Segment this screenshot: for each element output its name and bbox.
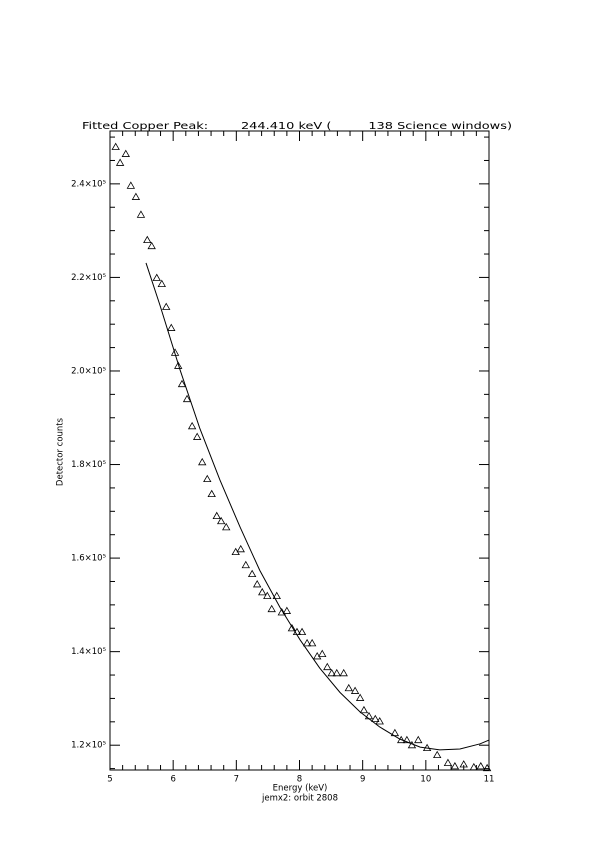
data-point: [344, 683, 353, 692]
data-point: [198, 457, 207, 466]
data-point: [203, 474, 212, 483]
data-point: [136, 210, 146, 218]
data-point: [177, 379, 187, 388]
data-point: [162, 302, 171, 310]
data-point: [282, 606, 292, 614]
data-point: [355, 693, 365, 701]
data-point: [350, 686, 360, 694]
data-point: [482, 763, 492, 772]
data-point: [216, 516, 226, 525]
data-point: [375, 717, 384, 725]
data-point: [272, 591, 281, 600]
x-tick-label: 5: [107, 775, 112, 785]
data-point: [476, 761, 485, 770]
data-point: [236, 544, 245, 553]
y-tick-label: 2.0×10⁵: [71, 366, 106, 376]
x-tick-label: 10: [420, 775, 431, 785]
data-point: [297, 627, 307, 636]
data-point: [302, 638, 312, 647]
data-point: [152, 273, 161, 281]
chart-title: Fitted Copper Peak: 244.410 keV ( 138 Sc…: [82, 121, 512, 132]
x-tick-label: 9: [360, 775, 365, 785]
x-tick-label: 7: [234, 775, 239, 785]
data-point: [258, 587, 267, 596]
data-point: [433, 750, 442, 759]
data-point: [339, 668, 348, 677]
data-point: [252, 579, 262, 588]
y-tick-label: 1.6×10⁵: [71, 554, 106, 564]
data-point: [167, 323, 176, 331]
data-point: [307, 638, 317, 647]
y-tick-label: 2.4×10⁵: [71, 179, 106, 189]
data-point: [287, 623, 297, 632]
data-point: [157, 279, 166, 287]
data-point: [131, 192, 141, 200]
y-tick-label: 2.2×10⁵: [71, 273, 106, 283]
data-point: [182, 394, 192, 403]
data-point: [359, 705, 369, 714]
data-point: [327, 668, 336, 677]
data-point: [111, 142, 120, 150]
x-tick-label: 11: [484, 775, 495, 785]
data-point: [469, 762, 479, 771]
data-point: [332, 668, 341, 677]
data-point: [267, 604, 276, 613]
fit-line: [145, 262, 490, 751]
y-tick-label: 1.8×10⁵: [71, 460, 106, 470]
data-point: [318, 649, 327, 658]
x-tick-label: 6: [170, 775, 175, 785]
data-point: [192, 432, 202, 440]
data-point: [143, 235, 152, 244]
y-tick-label: 1.4×10⁵: [71, 647, 106, 657]
data-point: [207, 489, 216, 498]
data-point: [450, 761, 460, 770]
subtitle: jemx2: orbit 2808: [261, 794, 338, 804]
data-point: [247, 569, 257, 578]
data-point: [414, 735, 423, 744]
data-point: [147, 241, 156, 250]
data-point: [402, 735, 412, 744]
data-point: [241, 560, 250, 569]
data-point: [126, 181, 136, 189]
data-point: [371, 714, 380, 723]
data-point: [187, 421, 197, 430]
data-point: [397, 735, 406, 744]
data-point: [323, 662, 332, 671]
data-point: [174, 361, 183, 369]
data-point: [222, 522, 231, 531]
data-point: [263, 591, 272, 600]
data-point: [115, 158, 125, 166]
x-tick-label: 8: [297, 775, 302, 785]
y-axis-label: Detector counts: [56, 417, 66, 486]
data-point: [443, 758, 453, 767]
x-axis-label: Energy (keV): [273, 784, 328, 794]
data-point: [459, 760, 468, 768]
y-tick-label: 1.2×10⁵: [71, 741, 106, 751]
data-point: [212, 511, 221, 520]
data-point: [121, 149, 130, 157]
data-point: [277, 608, 287, 616]
